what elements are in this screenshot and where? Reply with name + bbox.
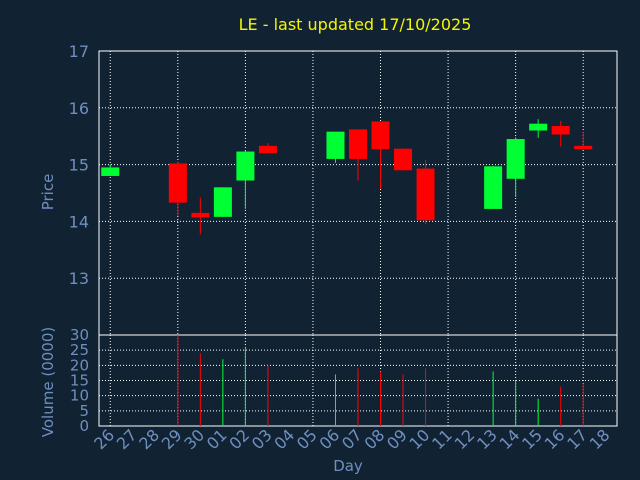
candle-body xyxy=(326,131,345,159)
candle-body xyxy=(348,129,368,159)
x-axis: 2627282930010203040506070809101112131415… xyxy=(90,425,613,453)
volume-tick-label: 30 xyxy=(70,326,89,344)
volume-tick-label: 5 xyxy=(79,402,89,420)
candle-body xyxy=(484,166,503,209)
volume-tick-label: 15 xyxy=(70,372,89,390)
candle-body xyxy=(551,125,570,135)
candle-body xyxy=(574,145,593,150)
price-panel: 13 14 15 16 17 xyxy=(69,42,618,336)
candle-body xyxy=(529,123,548,131)
price-tick-label: 16 xyxy=(69,99,89,118)
volume-tick-label: 10 xyxy=(70,387,89,405)
price-tick-label: 15 xyxy=(69,156,89,175)
x-axis-title: Day xyxy=(333,457,363,475)
price-tick-label: 17 xyxy=(69,42,89,61)
candle-body xyxy=(506,139,525,179)
candle-body xyxy=(191,212,210,218)
x-tick-label: 18 xyxy=(586,425,614,453)
candle-body xyxy=(236,151,255,181)
volume-tick-label: 0 xyxy=(79,417,89,435)
candle-body xyxy=(394,148,413,171)
candle-body xyxy=(101,167,120,176)
price-axis-title: Price xyxy=(39,174,57,211)
volume-tick-label: 25 xyxy=(70,341,89,359)
candle-body xyxy=(168,163,187,203)
price-tick-label: 14 xyxy=(69,212,89,231)
candle-body xyxy=(416,168,435,221)
volume-tick-label: 20 xyxy=(70,356,89,374)
candle-body xyxy=(258,145,277,154)
volume-axis-title: Volume (0000) xyxy=(39,327,57,437)
candle-body xyxy=(371,121,390,150)
price-tick-label: 13 xyxy=(69,269,89,288)
candle-body xyxy=(213,187,232,217)
chart-title: LE - last updated 17/10/2025 xyxy=(239,15,472,34)
